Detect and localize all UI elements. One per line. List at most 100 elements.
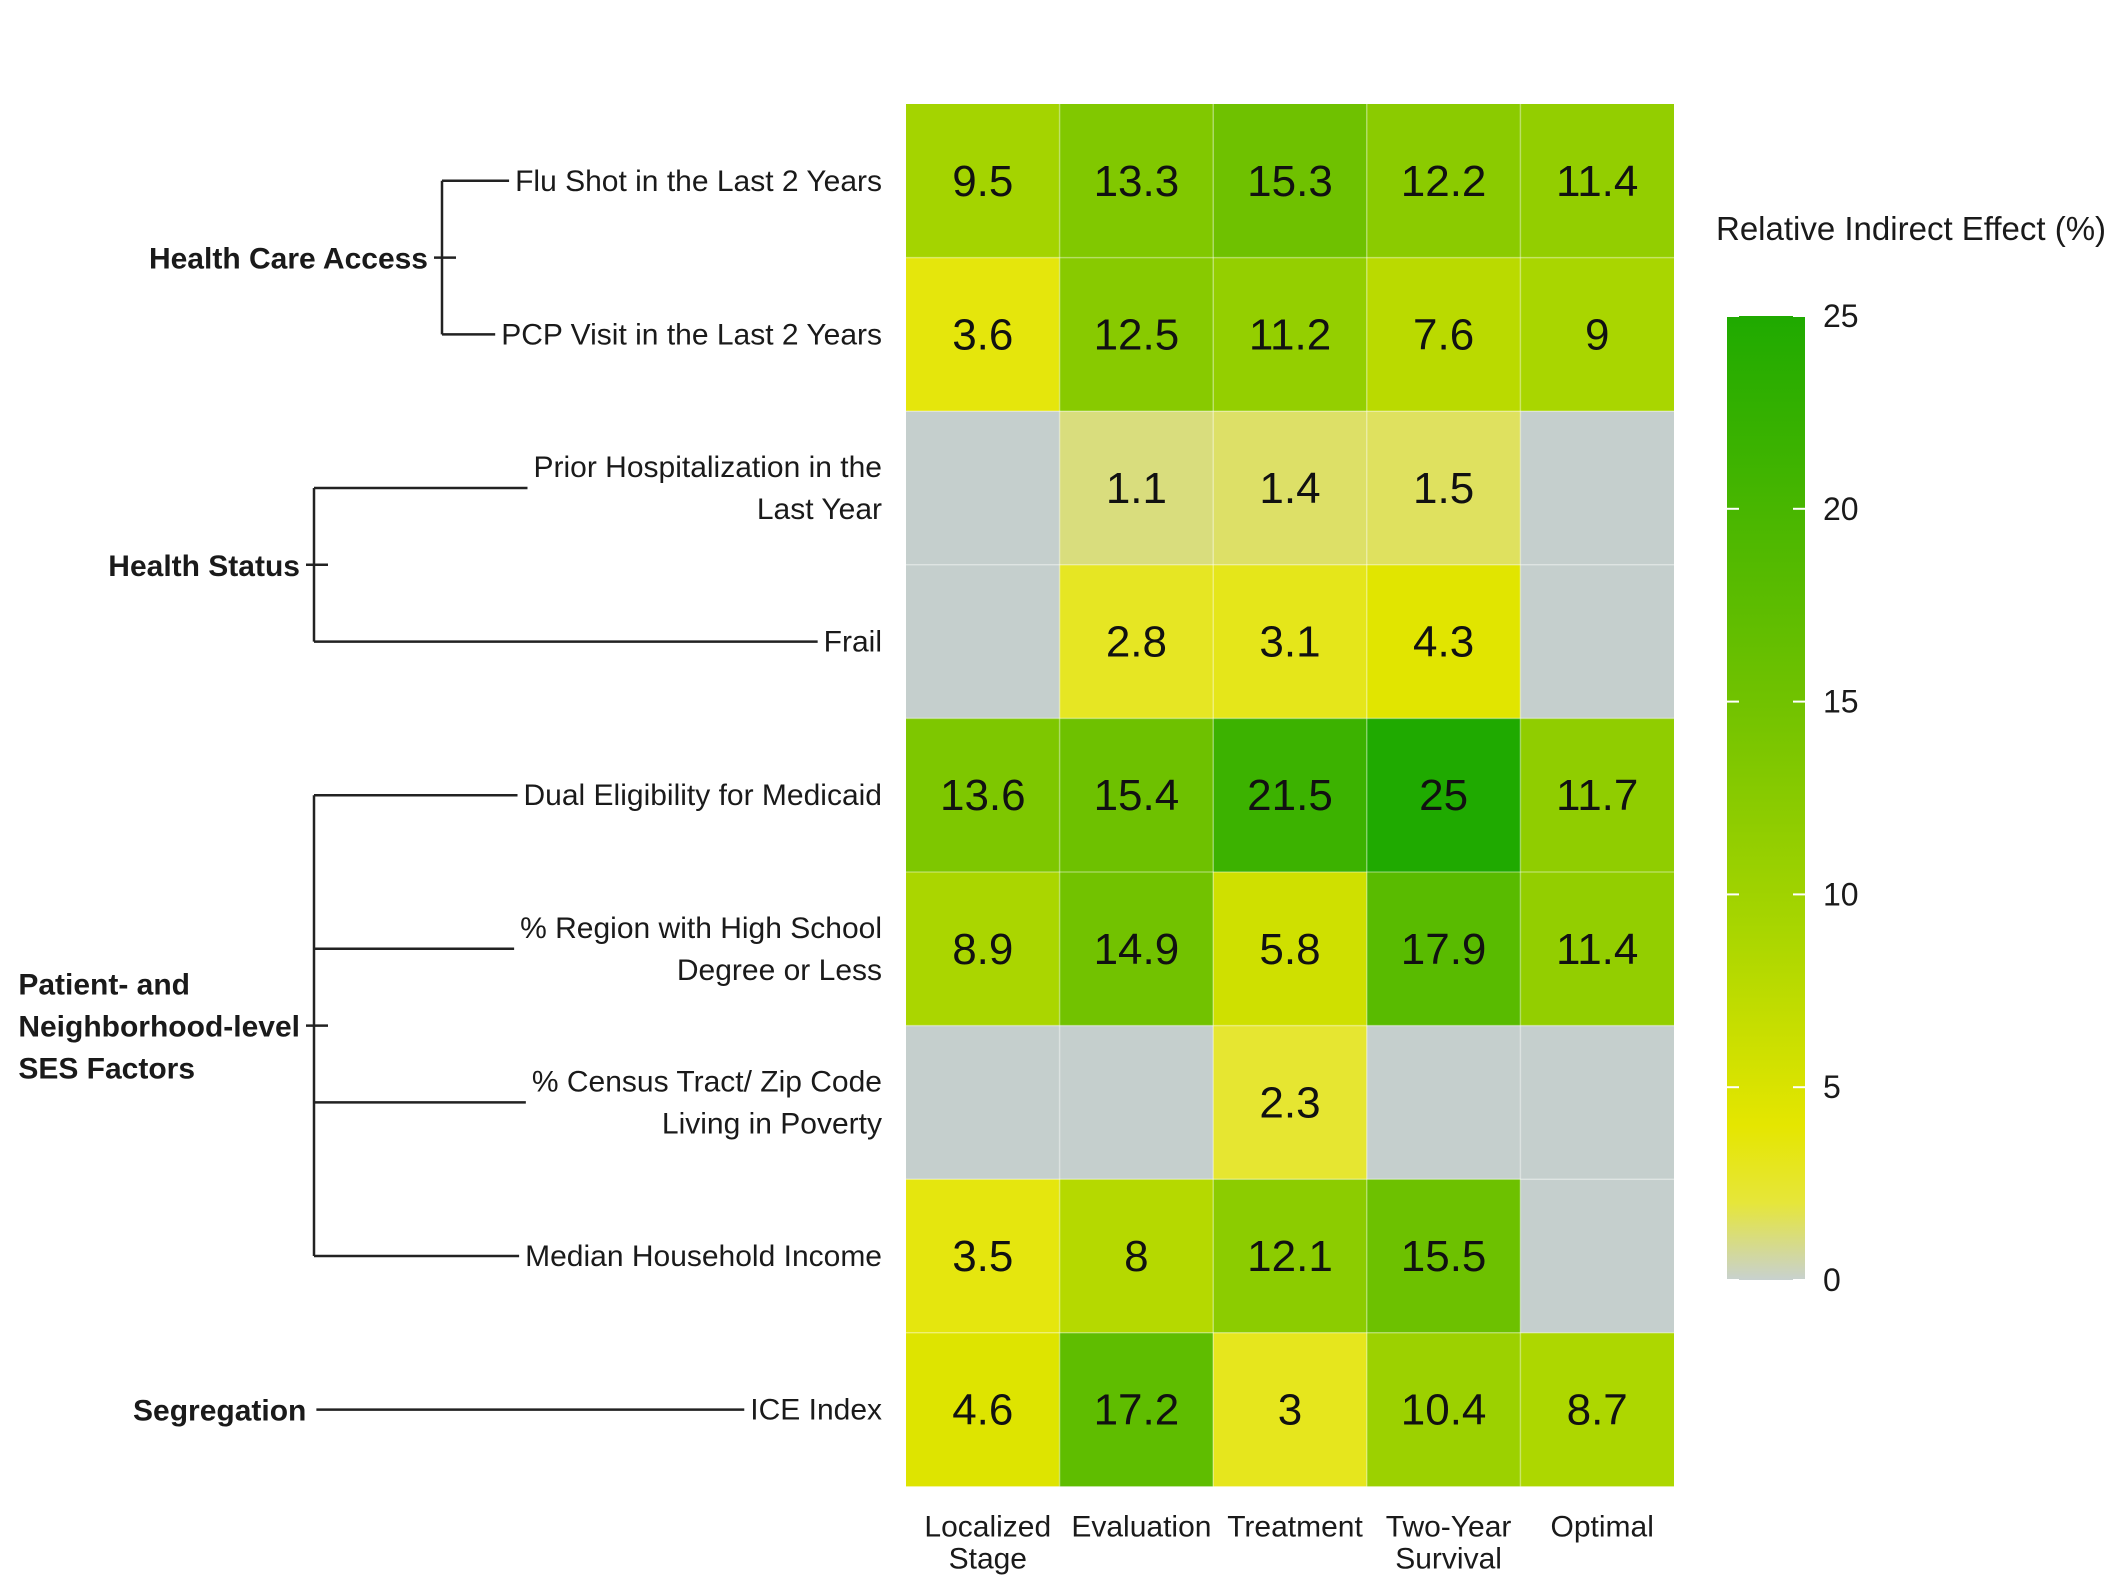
legend-tick-label: 0 [1823,1262,1841,1298]
heatmap-cell [1059,1025,1214,1180]
group-label: Segregation [133,1395,306,1428]
heatmap-cell [1059,1332,1214,1487]
row-label: % Census Tract/ Zip Code Living in Povert… [532,1065,882,1140]
cell-value-label: 3.6 [952,310,1013,359]
heatmap-cell [1520,104,1674,258]
cell-value-label: 13.3 [1094,157,1180,206]
row-labels: Flu Shot in the Last 2 Years PCP Visit in… [501,165,882,1427]
legend-title: Relative Indirect Effect (%) [1716,210,2106,247]
group-label: Patient- and Neighborhood-level SES Factor… [18,969,300,1086]
legend-tick-label: 20 [1823,491,1859,527]
row-label: Frail [824,626,882,659]
legend-tick-label: 10 [1823,876,1859,912]
legend-ticks: 0 5 10 15 20 25 [1727,298,1859,1298]
heatmap-cell [1059,411,1214,565]
row-label: % Region with High School Degree or Less [520,912,882,987]
heatmap-cell [1366,257,1521,412]
heatmap-cell [1520,257,1674,412]
cell-value-label: 1.4 [1259,464,1320,513]
heatmap-cell [1213,257,1367,412]
cell-value-label: 13.6 [940,771,1026,820]
heatmap-cell [906,564,1060,719]
legend-tick-label: 15 [1823,684,1859,720]
heatmap-cell [906,718,1060,872]
row-label: Prior Hospitalization in the Last Year [533,451,882,526]
column-label: Treatment [1227,1510,1363,1543]
cell-value-label: 12.5 [1094,310,1180,359]
cell-value-label: 21.5 [1247,771,1333,820]
cell-value-label: 15.5 [1401,1232,1487,1281]
heatmap-cell [1366,104,1521,258]
heatmap-cell [906,411,1060,565]
column-label: Two-Year Survival [1386,1510,1512,1575]
cell-value-label: 5.8 [1259,925,1320,974]
group-label: Health Status [108,550,300,583]
heatmap-cell [1213,718,1367,872]
row-label: Median Household Income [525,1240,882,1273]
heatmap-cell [906,1025,1060,1180]
column-labels: Localized Stage Evaluation Treatment Two-Yea… [924,1510,1653,1575]
heatmap-cell [1059,104,1214,258]
cell-value-label: 4.6 [952,1386,1013,1435]
legend-colorbar [1727,316,1805,1280]
cell-value-label: 3 [1278,1386,1302,1435]
heatmap-cell [1366,718,1521,872]
group-label: Health Care Access [149,243,428,276]
cell-value-label: 11.4 [1556,157,1638,206]
row-label: Flu Shot in the Last 2 Years [515,165,882,198]
heatmap-cell [1059,257,1214,412]
heatmap-cell [1213,872,1367,1026]
heatmap-cell [1366,1332,1521,1487]
heatmap-cell [1213,1179,1367,1333]
heatmap-cell [1059,564,1214,719]
row-label: ICE Index [750,1394,882,1427]
heatmap-cell [1059,718,1214,872]
cell-value-label: 2.3 [1259,1078,1320,1127]
row-label: Dual Eligibility for Medicaid [524,779,882,812]
heatmap-cell [1366,564,1521,719]
color-legend: Relative Indirect Effect (%) 0 5 10 15 20 25 [1716,210,2106,1298]
heatmap-cell [1213,564,1367,719]
heatmap-cell [1366,411,1521,565]
cell-value-label: 2.8 [1106,618,1167,667]
cell-value-label: 10.4 [1401,1386,1487,1435]
cell-value-label: 11.7 [1556,771,1638,820]
cell-value-label: 7.6 [1413,310,1474,359]
heatmap-cell [906,104,1060,258]
group-labels: Health Care Access Health Status Patient- … [18,243,428,1428]
cell-value-label: 3.1 [1259,618,1320,667]
heatmap-cell [906,1179,1060,1333]
heatmap-cell [906,1332,1060,1487]
heatmap-cell [1213,1025,1367,1180]
heatmap-cell [1213,1332,1367,1487]
cell-value-label: 17.9 [1401,925,1487,974]
cell-value-label: 8.9 [952,925,1013,974]
cell-value-label: 1.5 [1413,464,1474,513]
cell-value-label: 9 [1585,310,1609,359]
heatmap-cells: 9.5 13.3 15.3 12.2 11.4 3.6 12.5 11.2 7.6 9 1.1 1.4… [906,104,1674,1487]
heatmap-cell [1366,1025,1521,1180]
heatmap-cell [1059,872,1214,1026]
heatmap-cell [1520,1025,1674,1180]
heatmap-cell [1366,872,1521,1026]
row-label: PCP Visit in the Last 2 Years [501,318,882,351]
cell-value-label: 15.3 [1247,157,1333,206]
legend-tick-label: 5 [1823,1069,1841,1105]
cell-value-label: 15.4 [1094,771,1180,820]
cell-value-label: 9.5 [952,157,1013,206]
cell-value-label: 12.1 [1247,1232,1333,1281]
cell-value-label: 8.7 [1567,1386,1628,1435]
heatmap-cell [1213,104,1367,258]
cell-value-label: 3.5 [952,1232,1013,1281]
cell-value-label: 17.2 [1094,1386,1180,1435]
cell-value-label: 11.4 [1556,925,1638,974]
column-label: Evaluation [1071,1510,1211,1543]
cell-value-label: 25 [1419,771,1468,820]
cell-value-label: 12.2 [1401,157,1487,206]
column-label: Optimal [1551,1510,1654,1543]
heatmap-cell [1520,1179,1674,1333]
cell-value-label: 8 [1124,1232,1148,1281]
heatmap-cell [906,257,1060,412]
heatmap-cell [1520,718,1674,872]
